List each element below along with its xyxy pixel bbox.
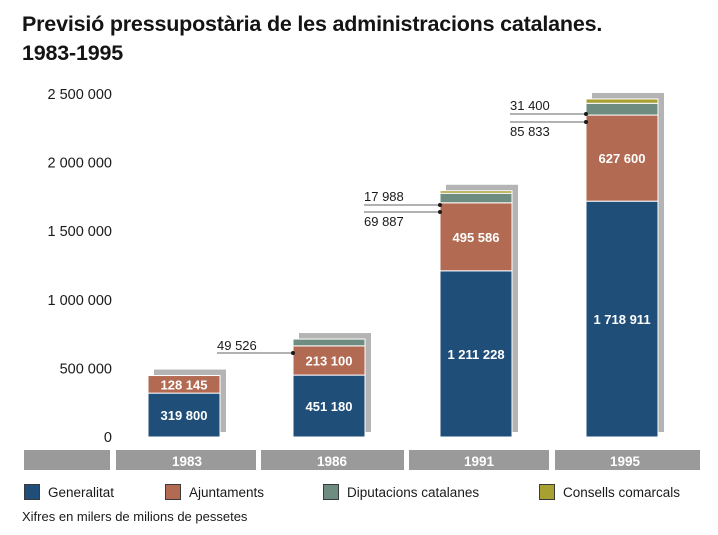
- category-label: 1986: [317, 454, 348, 469]
- y-tick-label: 500 000: [60, 361, 112, 377]
- legend-label-ajuntaments: Ajuntaments: [189, 484, 265, 500]
- callout-dot: [584, 120, 588, 124]
- callout-dot: [291, 351, 295, 355]
- bar-generalitat-1995: [585, 200, 659, 438]
- bar-diputacions-1991: [439, 192, 513, 204]
- category-band-segment: [116, 450, 256, 470]
- callout-label-consells-1995: 31 400: [510, 98, 550, 113]
- y-tick-label: 1 000 000: [47, 293, 112, 309]
- bar-consells-1995: [585, 98, 659, 104]
- data-label-ajuntaments-1986: 213 100: [306, 353, 353, 368]
- callout-label-diputacions-1995: 85 833: [510, 124, 550, 139]
- data-label-ajuntaments-1983: 128 145: [161, 377, 208, 392]
- callout-label-consells-1991: 17 988: [364, 189, 404, 204]
- y-tick-label: 2 500 000: [47, 87, 112, 103]
- legend-swatch-generalitat: [24, 484, 40, 500]
- callout-dot: [438, 210, 442, 214]
- category-band-segment: [24, 450, 110, 470]
- bar-generalitat-1986: [292, 374, 366, 438]
- category-label: 1995: [610, 454, 641, 469]
- callout-dot: [584, 112, 588, 116]
- y-tick-label: 2 000 000: [47, 156, 112, 172]
- data-label-generalitat-1986: 451 180: [306, 399, 353, 414]
- legend-label-diputacions: Diputacions catalanes: [347, 484, 480, 500]
- data-label-generalitat-1991: 1 211 228: [447, 347, 504, 362]
- stacked-bar-chart: 0 500 000 1 000 000 1 500 000 2 000 000 2 500…: [24, 87, 700, 470]
- legend-swatch-consells: [539, 484, 555, 500]
- y-tick-label: 0: [104, 430, 112, 446]
- legend-item-diputacions: Diputacions catalanes: [323, 484, 479, 500]
- chart-legend: Generalitat Ajuntaments Diputacions cata…: [24, 484, 704, 506]
- units-note: Xifres en milers de milions de pessetes: [22, 509, 248, 524]
- legend-item-consells: Consells comarcals: [539, 484, 680, 500]
- data-label-ajuntaments-1991: 495 586: [453, 230, 500, 245]
- bar-generalitat-1983: [147, 392, 221, 438]
- callout-label-diputacions-1991: 69 887: [364, 214, 404, 229]
- legend-item-ajuntaments: Ajuntaments: [165, 484, 264, 500]
- bar-diputacions-1995: [585, 102, 659, 116]
- legend-swatch-ajuntaments: [165, 484, 181, 500]
- callout-dot: [438, 203, 442, 207]
- callout-label-diputacions-1986: 49 526: [217, 338, 257, 353]
- chart-title: Previsió pressupostària de les administr…: [22, 10, 602, 68]
- y-tick-label: 1 500 000: [47, 224, 112, 240]
- chart-title-line1: Previsió pressupostària de les administr…: [22, 12, 603, 36]
- bar-consells-1991: [439, 190, 513, 194]
- category-label: 1991: [464, 454, 495, 469]
- category-band-segment: [261, 450, 404, 470]
- chart-title-line2: 1983-1995: [22, 41, 124, 65]
- legend-swatch-diputacions: [323, 484, 339, 500]
- bar-ajuntaments-1983: [147, 375, 221, 394]
- category-band-segment: [555, 450, 700, 470]
- category-label: 1983: [172, 454, 203, 469]
- data-label-generalitat-1983: 319 800: [161, 408, 208, 423]
- bar-ajuntaments-1986: [292, 345, 366, 376]
- data-label-ajuntaments-1995: 627 600: [599, 151, 646, 166]
- category-band-segment: [409, 450, 549, 470]
- bar-diputacions-1986: [292, 338, 366, 347]
- legend-label-consells: Consells comarcals: [563, 484, 681, 500]
- bar-ajuntaments-1995: [585, 114, 659, 202]
- bar-generalitat-1991: [439, 270, 513, 438]
- data-label-generalitat-1995: 1 718 911: [593, 312, 650, 327]
- legend-item-generalitat: Generalitat: [24, 484, 114, 500]
- legend-label-generalitat: Generalitat: [48, 484, 115, 500]
